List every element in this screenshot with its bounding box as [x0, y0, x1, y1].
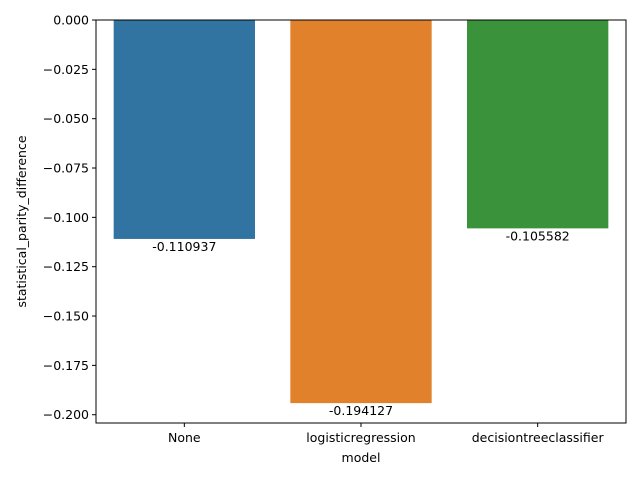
- data-label-decisiontreeclassifier: -0.105582: [506, 228, 570, 243]
- y-tick-label: −0.100: [43, 210, 89, 225]
- y-tick-label: −0.175: [43, 358, 89, 373]
- data-labels: -0.110937 -0.194127 -0.105582: [152, 228, 569, 418]
- x-tick-label: logisticregression: [306, 430, 415, 445]
- y-tick-label: −0.025: [43, 62, 89, 77]
- y-tick-label: −0.150: [43, 309, 89, 324]
- y-axis-ticks: 0.000 −0.025 −0.050 −0.075 −0.100 −0.125 −0.15…: [43, 13, 96, 422]
- y-tick-label: −0.050: [43, 111, 89, 126]
- y-tick-label: −0.075: [43, 161, 89, 176]
- bar-decisiontreeclassifier: [467, 20, 609, 229]
- x-tick-label: None: [168, 430, 201, 445]
- bar-None: [113, 20, 256, 239]
- bars: [113, 20, 609, 404]
- y-tick-label: 0.000: [53, 13, 89, 28]
- data-label-logisticregression: -0.194127: [329, 403, 393, 418]
- plot-frame: [95, 19, 627, 424]
- x-axis-label: model: [342, 450, 381, 465]
- y-tick-label: −0.200: [43, 407, 89, 422]
- y-tick-label: −0.125: [43, 259, 89, 274]
- bar-logisticregression: [290, 20, 432, 404]
- y-axis-label: statistical_parity_difference: [14, 135, 29, 307]
- x-tick-label: decisiontreeclassifier: [472, 430, 605, 445]
- x-axis-ticks: None logisticregression decisiontreeclassi…: [168, 423, 604, 445]
- data-label-None: -0.110937: [152, 239, 216, 254]
